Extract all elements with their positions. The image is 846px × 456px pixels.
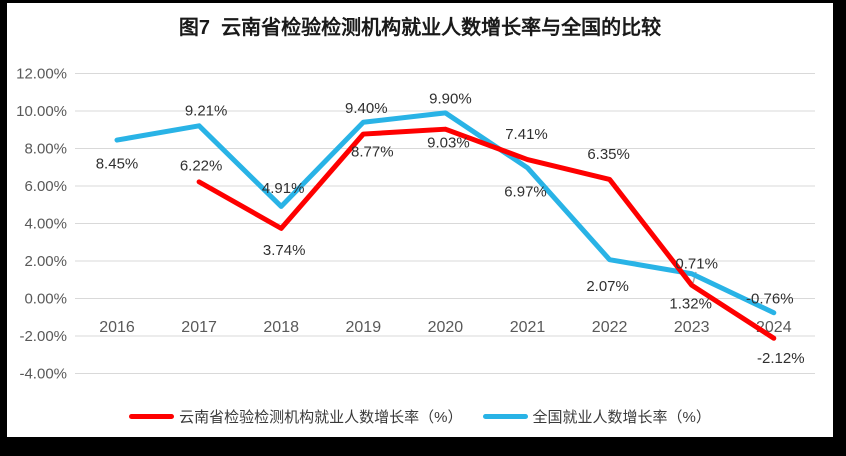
y-axis-tick-label: -4.00% [19,366,67,383]
data-point-label: 2.07% [586,278,629,295]
y-axis-tick-label: 6.00% [24,178,67,195]
series-line-national [114,110,777,316]
x-axis-year-label: 2022 [592,319,628,336]
legend-label-yunnan: 云南省检验检测机构就业人数增长率（%） [179,408,463,426]
y-axis-tick-label: 4.00% [24,216,67,233]
data-point-label: 0.71% [675,256,718,273]
data-point-label: 8.77% [351,144,394,161]
data-point-label: 9.40% [345,100,388,117]
x-axis-year-label: 2017 [181,319,217,336]
data-point-label: 6.35% [587,146,630,163]
data-point-label: 6.22% [180,157,223,174]
x-axis-year-label: 2018 [263,319,299,336]
x-axis-year-label: 2023 [674,319,710,336]
x-axis-year-label: 2019 [346,319,382,336]
data-point-label: 9.03% [427,135,470,152]
data-point-label: 3.74% [263,242,306,259]
plot-area: 12.00% 10.00% 8.00% 6.00% 4.00% 2.00% 0.00% -2.… [16,66,815,383]
legend-item-yunnan: 云南省检验检测机构就业人数增长率（%） [129,406,463,427]
x-axis-year-label: 2020 [428,319,464,336]
data-point-label: -2.12% [757,350,805,367]
y-axis-tick-label: 12.00% [16,66,67,83]
data-point-label: 4.91% [262,180,305,197]
chart-title: 图7 云南省检验检测机构就业人数增长率与全国的比较 [178,17,662,39]
y-axis-tick-label: 2.00% [24,253,67,270]
x-axis-year-label: 2021 [510,319,546,336]
data-point-label: 9.21% [185,102,228,119]
y-axis-tick-label: -2.00% [19,328,67,345]
data-point-label: 9.90% [429,90,472,107]
legend-label-national: 全国就业人数增长率（%） [532,408,711,426]
y-axis-tick-label: 10.00% [16,103,67,120]
y-axis-tick-label: 0.00% [24,291,67,308]
x-axis-year-label: 2016 [99,319,135,336]
legend-item-national: 全国就业人数增长率（%） [482,406,711,427]
data-point-label: -0.76% [746,290,794,307]
series-line-yunnan [196,126,777,341]
data-point-label: 6.97% [504,183,547,200]
legend: 云南省检验检测机构就业人数增长率（%） 全国就业人数增长率（%） [7,404,833,428]
legend-swatch-national-line [482,413,528,419]
chart-panel: 图7 云南省检验检测机构就业人数增长率与全国的比较 12.00% 10.00% 8.… [7,3,833,437]
legend-swatch-yunnan-line [129,413,175,419]
data-point-label: 7.41% [505,126,548,143]
y-axis-tick-label: 8.00% [24,141,67,158]
data-point-label: 1.32% [669,295,712,312]
data-point-label: 8.45% [96,156,139,173]
